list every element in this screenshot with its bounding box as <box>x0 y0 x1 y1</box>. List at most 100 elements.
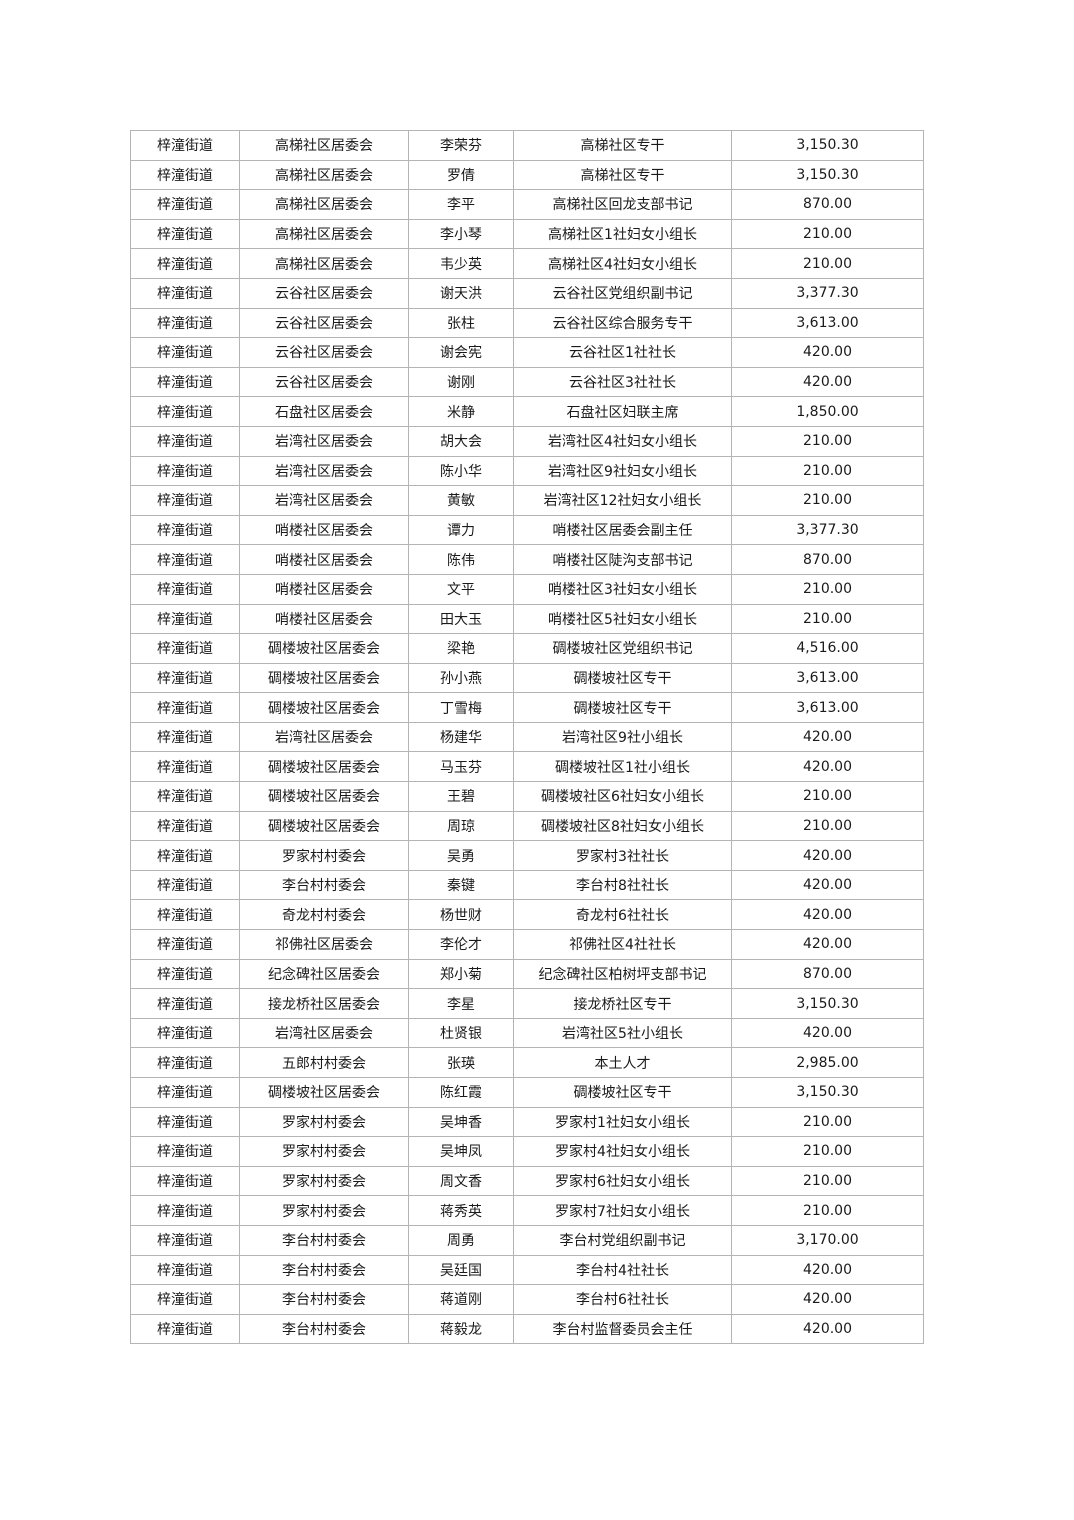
street-cell: 梓潼街道 <box>130 514 240 546</box>
street-cell: 梓潼街道 <box>130 1106 240 1138</box>
amount-cell: 210.00 <box>731 1106 924 1138</box>
amount-cell: 420.00 <box>731 337 924 368</box>
committee-cell: 接龙桥社区居委会 <box>239 988 409 1019</box>
name-cell: 吴坤凤 <box>408 1136 514 1167</box>
position-cell: 岩湾社区9社小组长 <box>513 721 732 753</box>
position-cell: 岩湾社区4社妇女小组长 <box>513 425 732 457</box>
street-cell: 梓潼街道 <box>130 307 240 339</box>
position-cell: 高梯社区专干 <box>513 130 732 161</box>
table-row: 梓潼街道 碉楼坡社区居委会 陈红霞 碉楼坡社区专干 3,150.30 <box>130 1077 924 1108</box>
street-cell: 梓潼街道 <box>130 159 240 191</box>
position-cell: 李台村8社社长 <box>513 869 732 901</box>
table-row: 梓潼街道 哨楼社区居委会 文平 哨楼社区3社妇女小组长 210.00 <box>130 573 924 605</box>
position-cell: 云谷社区党组织副书记 <box>513 277 732 309</box>
position-cell: 罗家村6社妇女小组长 <box>513 1165 732 1197</box>
table-row: 梓潼街道 云谷社区居委会 张柱 云谷社区综合服务专干 3,613.00 <box>130 307 924 339</box>
amount-cell: 3,150.30 <box>731 988 924 1019</box>
name-cell: 李平 <box>408 189 514 220</box>
name-cell: 韦少英 <box>408 248 514 279</box>
table-row: 梓潼街道 石盘社区居委会 米静 石盘社区妇联主席 1,850.00 <box>130 396 924 427</box>
committee-cell: 云谷社区居委会 <box>239 307 409 339</box>
position-cell: 罗家村7社妇女小组长 <box>513 1195 732 1226</box>
name-cell: 米静 <box>408 396 514 427</box>
committee-cell: 云谷社区居委会 <box>239 337 409 368</box>
position-cell: 云谷社区1社社长 <box>513 337 732 368</box>
amount-cell: 420.00 <box>731 869 924 901</box>
table-row: 梓潼街道 碉楼坡社区居委会 周琼 碉楼坡社区8社妇女小组长 210.00 <box>130 810 924 842</box>
amount-cell: 210.00 <box>731 425 924 457</box>
name-cell: 张柱 <box>408 307 514 339</box>
amount-cell: 3,170.00 <box>731 1224 924 1256</box>
position-cell: 李台村4社社长 <box>513 1254 732 1286</box>
committee-cell: 碉楼坡社区居委会 <box>239 751 409 783</box>
amount-cell: 3,150.30 <box>731 1077 924 1108</box>
name-cell: 陈伟 <box>408 544 514 575</box>
name-cell: 文平 <box>408 573 514 605</box>
committee-cell: 岩湾社区居委会 <box>239 721 409 753</box>
street-cell: 梓潼街道 <box>130 958 240 990</box>
committee-cell: 岩湾社区居委会 <box>239 1017 409 1049</box>
position-cell: 哨楼社区3社妇女小组长 <box>513 573 732 605</box>
table-row: 梓潼街道 岩湾社区居委会 杜贤银 岩湾社区5社小组长 420.00 <box>130 1017 924 1049</box>
name-cell: 吴坤香 <box>408 1106 514 1138</box>
street-cell: 梓潼街道 <box>130 1195 240 1226</box>
amount-cell: 3,150.30 <box>731 159 924 191</box>
position-cell: 接龙桥社区专干 <box>513 988 732 1019</box>
table-row: 梓潼街道 岩湾社区居委会 杨建华 岩湾社区9社小组长 420.00 <box>130 721 924 753</box>
table-row: 梓潼街道 李台村村委会 蒋毅龙 李台村监督委员会主任 420.00 <box>130 1313 924 1345</box>
amount-cell: 210.00 <box>731 455 924 487</box>
street-cell: 梓潼街道 <box>130 337 240 368</box>
position-cell: 祁佛社区4社社长 <box>513 929 732 960</box>
name-cell: 吴廷国 <box>408 1254 514 1286</box>
name-cell: 周勇 <box>408 1224 514 1256</box>
table-row: 梓潼街道 奇龙村村委会 杨世财 奇龙村6社社长 420.00 <box>130 899 924 931</box>
table-row: 梓潼街道 碉楼坡社区居委会 梁艳 碉楼坡社区党组织书记 4,516.00 <box>130 633 924 664</box>
position-cell: 碉楼坡社区专干 <box>513 692 732 723</box>
table-row: 梓潼街道 哨楼社区居委会 谭力 哨楼社区居委会副主任 3,377.30 <box>130 514 924 546</box>
name-cell: 黄敏 <box>408 485 514 516</box>
committee-cell: 李台村村委会 <box>239 1254 409 1286</box>
table-row: 梓潼街道 李台村村委会 秦键 李台村8社社长 420.00 <box>130 869 924 901</box>
table-row: 梓潼街道 罗家村村委会 吴坤凤 罗家村4社妇女小组长 210.00 <box>130 1136 924 1167</box>
name-cell: 谢刚 <box>408 366 514 398</box>
name-cell: 李荣芬 <box>408 130 514 161</box>
table-row: 梓潼街道 高梯社区居委会 罗倩 高梯社区专干 3,150.30 <box>130 159 924 191</box>
amount-cell: 420.00 <box>731 840 924 871</box>
street-cell: 梓潼街道 <box>130 1254 240 1286</box>
table-row: 梓潼街道 碉楼坡社区居委会 王碧 碉楼坡社区6社妇女小组长 210.00 <box>130 781 924 812</box>
table-row: 梓潼街道 罗家村村委会 周文香 罗家村6社妇女小组长 210.00 <box>130 1165 924 1197</box>
amount-cell: 3,150.30 <box>731 130 924 161</box>
table-row: 梓潼街道 碉楼坡社区居委会 孙小燕 碉楼坡社区专干 3,613.00 <box>130 662 924 694</box>
name-cell: 胡大会 <box>408 425 514 457</box>
amount-cell: 3,613.00 <box>731 692 924 723</box>
amount-cell: 1,850.00 <box>731 396 924 427</box>
position-cell: 云谷社区3社社长 <box>513 366 732 398</box>
table-body: 梓潼街道 高梯社区居委会 李荣芬 高梯社区专干 3,150.30 梓潼街道 高梯社区居委会罗… <box>130 130 924 1345</box>
amount-cell: 870.00 <box>731 544 924 575</box>
street-cell: 梓潼街道 <box>130 1313 240 1345</box>
amount-cell: 3,613.00 <box>731 662 924 694</box>
street-cell: 梓潼街道 <box>130 810 240 842</box>
name-cell: 王碧 <box>408 781 514 812</box>
allowance-table: 梓潼街道 高梯社区居委会 李荣芬 高梯社区专干 3,150.30 梓潼街道 高梯社区居委会罗… <box>130 130 924 1345</box>
name-cell: 陈红霞 <box>408 1077 514 1108</box>
table-row: 梓潼街道 罗家村村委会 吴勇 罗家村3社社长 420.00 <box>130 840 924 871</box>
street-cell: 梓潼街道 <box>130 929 240 960</box>
committee-cell: 哨楼社区居委会 <box>239 514 409 546</box>
table-row: 梓潼街道 岩湾社区居委会 陈小华 岩湾社区9社妇女小组长 210.00 <box>130 455 924 487</box>
committee-cell: 岩湾社区居委会 <box>239 485 409 516</box>
street-cell: 梓潼街道 <box>130 248 240 279</box>
committee-cell: 高梯社区居委会 <box>239 189 409 220</box>
street-cell: 梓潼街道 <box>130 1165 240 1197</box>
committee-cell: 祁佛社区居委会 <box>239 929 409 960</box>
street-cell: 梓潼街道 <box>130 1136 240 1167</box>
position-cell: 高梯社区专干 <box>513 159 732 191</box>
amount-cell: 210.00 <box>731 1195 924 1226</box>
name-cell: 杨建华 <box>408 721 514 753</box>
name-cell: 李星 <box>408 988 514 1019</box>
committee-cell: 哨楼社区居委会 <box>239 544 409 575</box>
committee-cell: 罗家村村委会 <box>239 1136 409 1167</box>
committee-cell: 高梯社区居委会 <box>239 130 409 161</box>
position-cell: 哨楼社区5社妇女小组长 <box>513 603 732 635</box>
position-cell: 碉楼坡社区8社妇女小组长 <box>513 810 732 842</box>
